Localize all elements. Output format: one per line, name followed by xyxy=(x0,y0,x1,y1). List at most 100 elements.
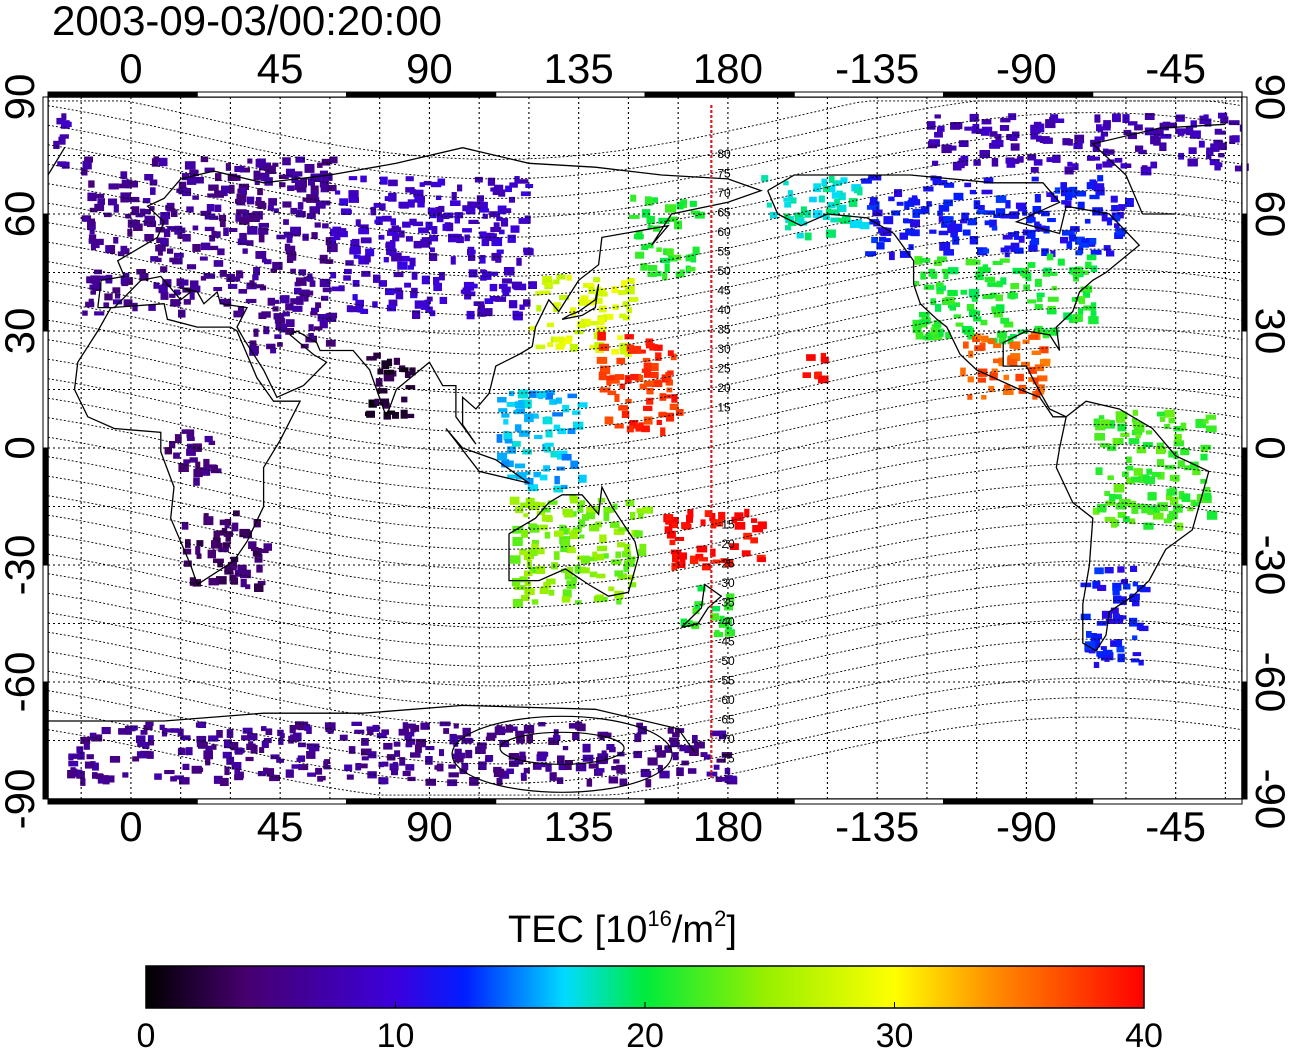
tec-cell xyxy=(135,213,144,218)
tec-cell xyxy=(147,220,157,228)
tec-cell xyxy=(1135,504,1145,510)
tec-cell xyxy=(1160,133,1172,139)
tec-cell xyxy=(523,513,529,518)
tec-cell xyxy=(264,162,271,168)
tec-cell xyxy=(761,175,769,182)
tec-cell xyxy=(154,257,162,263)
tec-cell xyxy=(178,747,185,753)
tec-cell xyxy=(523,248,534,256)
tec-cell xyxy=(563,512,574,518)
tec-cell xyxy=(966,304,975,312)
mag-lat-label: -70 xyxy=(717,732,735,746)
tec-cell xyxy=(796,232,804,239)
tec-cell xyxy=(521,775,527,781)
tec-cell xyxy=(1079,242,1089,248)
tec-cell xyxy=(536,762,546,768)
tec-cell xyxy=(1062,138,1071,146)
tec-cell xyxy=(1028,366,1037,374)
tec-cell xyxy=(1025,272,1032,282)
tec-cell xyxy=(53,140,60,149)
tec-cell xyxy=(287,251,297,261)
tec-cell xyxy=(229,574,237,582)
tec-cell xyxy=(163,228,171,238)
tec-cell xyxy=(1153,136,1161,146)
lon-tick-top: 45 xyxy=(256,45,304,92)
tec-cell xyxy=(923,186,934,192)
tec-cell xyxy=(1081,238,1090,247)
tec-cell xyxy=(388,299,398,307)
tec-cell xyxy=(577,504,584,513)
tec-cell xyxy=(398,201,409,209)
tec-cell xyxy=(186,206,194,213)
tec-cell xyxy=(1034,278,1042,287)
tec-cell xyxy=(552,412,563,417)
tec-cell xyxy=(101,727,111,735)
tec-cell xyxy=(659,770,670,779)
tec-cell xyxy=(813,183,822,193)
mag-lat-contour xyxy=(47,580,1243,667)
tec-cell xyxy=(1157,459,1165,467)
tec-cell xyxy=(629,420,638,429)
tec-cell xyxy=(838,218,844,223)
tec-cell xyxy=(366,726,377,731)
tec-cell xyxy=(257,580,266,586)
lat-tick-left: 90 xyxy=(0,73,43,121)
tec-cell xyxy=(440,213,450,220)
tec-cell xyxy=(203,273,211,278)
tec-cell xyxy=(939,242,951,251)
tec-cell xyxy=(831,209,840,216)
tec-cell xyxy=(567,428,576,434)
tec-cell xyxy=(727,593,735,599)
tec-cell xyxy=(80,736,91,744)
tec-cell xyxy=(578,474,587,483)
tec-cell xyxy=(672,732,680,738)
tec-cell xyxy=(467,201,474,208)
tec-cell xyxy=(992,260,1003,265)
tec-cell xyxy=(1002,234,1013,240)
mag-lat-label: -35 xyxy=(717,596,735,610)
tec-cell xyxy=(726,616,732,626)
tec-cell xyxy=(308,333,314,341)
tec-cell xyxy=(624,334,634,340)
tec-cell xyxy=(154,773,162,780)
figure-title: 2003-09-03/00:20:00 xyxy=(52,0,442,44)
tec-cell xyxy=(904,201,910,210)
tec-cell xyxy=(556,274,566,280)
tec-cell xyxy=(1014,247,1024,254)
tec-cell xyxy=(510,555,521,564)
tec-cell xyxy=(606,744,615,750)
tec-cell xyxy=(1203,492,1212,501)
tec-cell xyxy=(1095,467,1103,475)
tec-cell xyxy=(647,224,653,229)
tec-cell xyxy=(1005,200,1011,209)
tec-cell xyxy=(523,299,531,307)
tec-cell xyxy=(263,543,272,551)
tec-cell xyxy=(122,772,129,778)
tec-cell xyxy=(296,757,305,762)
tec-cell xyxy=(967,333,977,340)
tec-cell xyxy=(213,558,224,564)
tec-cell xyxy=(578,519,586,528)
tec-cell xyxy=(285,245,296,255)
tec-cell xyxy=(1085,641,1096,651)
tec-cell xyxy=(393,357,400,365)
tec-cell xyxy=(535,291,542,296)
tec-cell xyxy=(248,541,257,549)
tec-cell xyxy=(447,779,458,787)
tec-cell xyxy=(1096,163,1102,170)
tec-cell xyxy=(1126,456,1132,464)
tec-cell xyxy=(254,583,264,592)
tec-cell xyxy=(546,322,555,328)
mag-lat-contour xyxy=(47,346,1243,433)
tec-cell xyxy=(524,570,533,577)
tec-cell xyxy=(105,245,115,254)
tec-cell xyxy=(675,409,684,416)
tec-cell xyxy=(515,472,527,480)
tec-cell xyxy=(405,743,413,748)
tec-cell xyxy=(540,524,548,531)
tec-cell xyxy=(1111,205,1119,212)
tec-cell xyxy=(110,245,116,254)
tec-cell xyxy=(82,160,92,170)
lat-tick-right: -30 xyxy=(1247,534,1292,596)
